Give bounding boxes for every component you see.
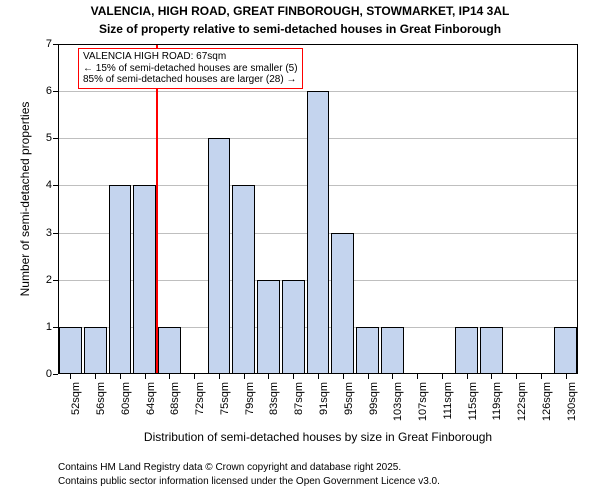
bar: [554, 327, 577, 374]
x-tick-label: 79sqm: [244, 382, 256, 432]
annotation-line3: 85% of semi-detached houses are larger (…: [83, 74, 298, 86]
bar: [331, 233, 354, 374]
bar: [208, 138, 231, 374]
x-tick-mark: [417, 374, 418, 379]
bar: [480, 327, 503, 374]
x-tick-label: 56sqm: [95, 382, 107, 432]
bar: [455, 327, 478, 374]
x-tick-label: 103sqm: [392, 382, 404, 432]
y-tick-mark: [53, 233, 58, 234]
bar: [158, 327, 181, 374]
x-tick-mark: [219, 374, 220, 379]
annotation-line1: VALENCIA HIGH ROAD: 67sqm: [83, 51, 298, 63]
x-tick-label: 52sqm: [70, 382, 82, 432]
x-tick-label: 68sqm: [169, 382, 181, 432]
x-tick-mark: [491, 374, 492, 379]
x-tick-mark: [244, 374, 245, 379]
footer-line1: Contains HM Land Registry data © Crown c…: [58, 462, 401, 473]
bar: [282, 280, 305, 374]
x-tick-mark: [70, 374, 71, 379]
bar: [356, 327, 379, 374]
x-tick-mark: [120, 374, 121, 379]
bar: [307, 91, 330, 374]
x-tick-mark: [145, 374, 146, 379]
y-axis-label: Number of semi-detached properties: [18, 69, 32, 329]
x-tick-label: 107sqm: [417, 382, 429, 432]
x-tick-mark: [467, 374, 468, 379]
x-tick-mark: [566, 374, 567, 379]
y-tick-mark: [53, 138, 58, 139]
bar: [133, 185, 156, 374]
y-tick-mark: [53, 91, 58, 92]
x-tick-label: 83sqm: [268, 382, 280, 432]
x-tick-mark: [293, 374, 294, 379]
y-tick-mark: [53, 44, 58, 45]
y-tick-mark: [53, 185, 58, 186]
x-tick-mark: [194, 374, 195, 379]
x-tick-label: 60sqm: [120, 382, 132, 432]
annotation-line2: ← 15% of semi-detached houses are smalle…: [83, 63, 298, 75]
bars-group: [58, 44, 578, 374]
x-tick-mark: [343, 374, 344, 379]
bar: [232, 185, 255, 374]
bar: [84, 327, 107, 374]
x-tick-label: 99sqm: [368, 382, 380, 432]
footer-line2: Contains public sector information licen…: [58, 476, 440, 487]
x-tick-mark: [268, 374, 269, 379]
property-marker-line: [156, 44, 158, 374]
chart-root: VALENCIA, HIGH ROAD, GREAT FINBOROUGH, S…: [0, 0, 600, 500]
bar: [257, 280, 280, 374]
axis-top: [58, 44, 578, 45]
x-tick-label: 130sqm: [566, 382, 578, 432]
bar: [59, 327, 82, 374]
bar: [381, 327, 404, 374]
x-tick-label: 64sqm: [145, 382, 157, 432]
x-tick-label: 119sqm: [491, 382, 503, 432]
x-tick-label: 75sqm: [219, 382, 231, 432]
x-tick-mark: [541, 374, 542, 379]
y-tick-mark: [53, 280, 58, 281]
x-tick-label: 91sqm: [318, 382, 330, 432]
x-tick-label: 95sqm: [343, 382, 355, 432]
annotation-box: VALENCIA HIGH ROAD: 67sqm ← 15% of semi-…: [78, 48, 303, 89]
x-tick-mark: [516, 374, 517, 379]
x-tick-mark: [368, 374, 369, 379]
y-tick-label: 0: [28, 368, 52, 380]
x-tick-mark: [169, 374, 170, 379]
x-tick-label: 87sqm: [293, 382, 305, 432]
y-tick-mark: [53, 327, 58, 328]
x-tick-mark: [392, 374, 393, 379]
x-tick-mark: [95, 374, 96, 379]
plot-area: [58, 44, 578, 374]
y-tick-mark: [53, 374, 58, 375]
x-tick-mark: [442, 374, 443, 379]
x-tick-mark: [318, 374, 319, 379]
x-tick-label: 115sqm: [467, 382, 479, 432]
x-tick-label: 72sqm: [194, 382, 206, 432]
chart-title-line1: VALENCIA, HIGH ROAD, GREAT FINBOROUGH, S…: [0, 4, 600, 18]
y-tick-label: 7: [28, 38, 52, 50]
axis-left: [58, 44, 59, 374]
x-tick-label: 111sqm: [442, 382, 454, 432]
bar: [109, 185, 132, 374]
x-tick-label: 126sqm: [541, 382, 553, 432]
chart-title-line2: Size of property relative to semi-detach…: [0, 22, 600, 36]
axis-right: [577, 44, 578, 374]
x-tick-label: 122sqm: [516, 382, 528, 432]
x-axis-label: Distribution of semi-detached houses by …: [58, 430, 578, 444]
